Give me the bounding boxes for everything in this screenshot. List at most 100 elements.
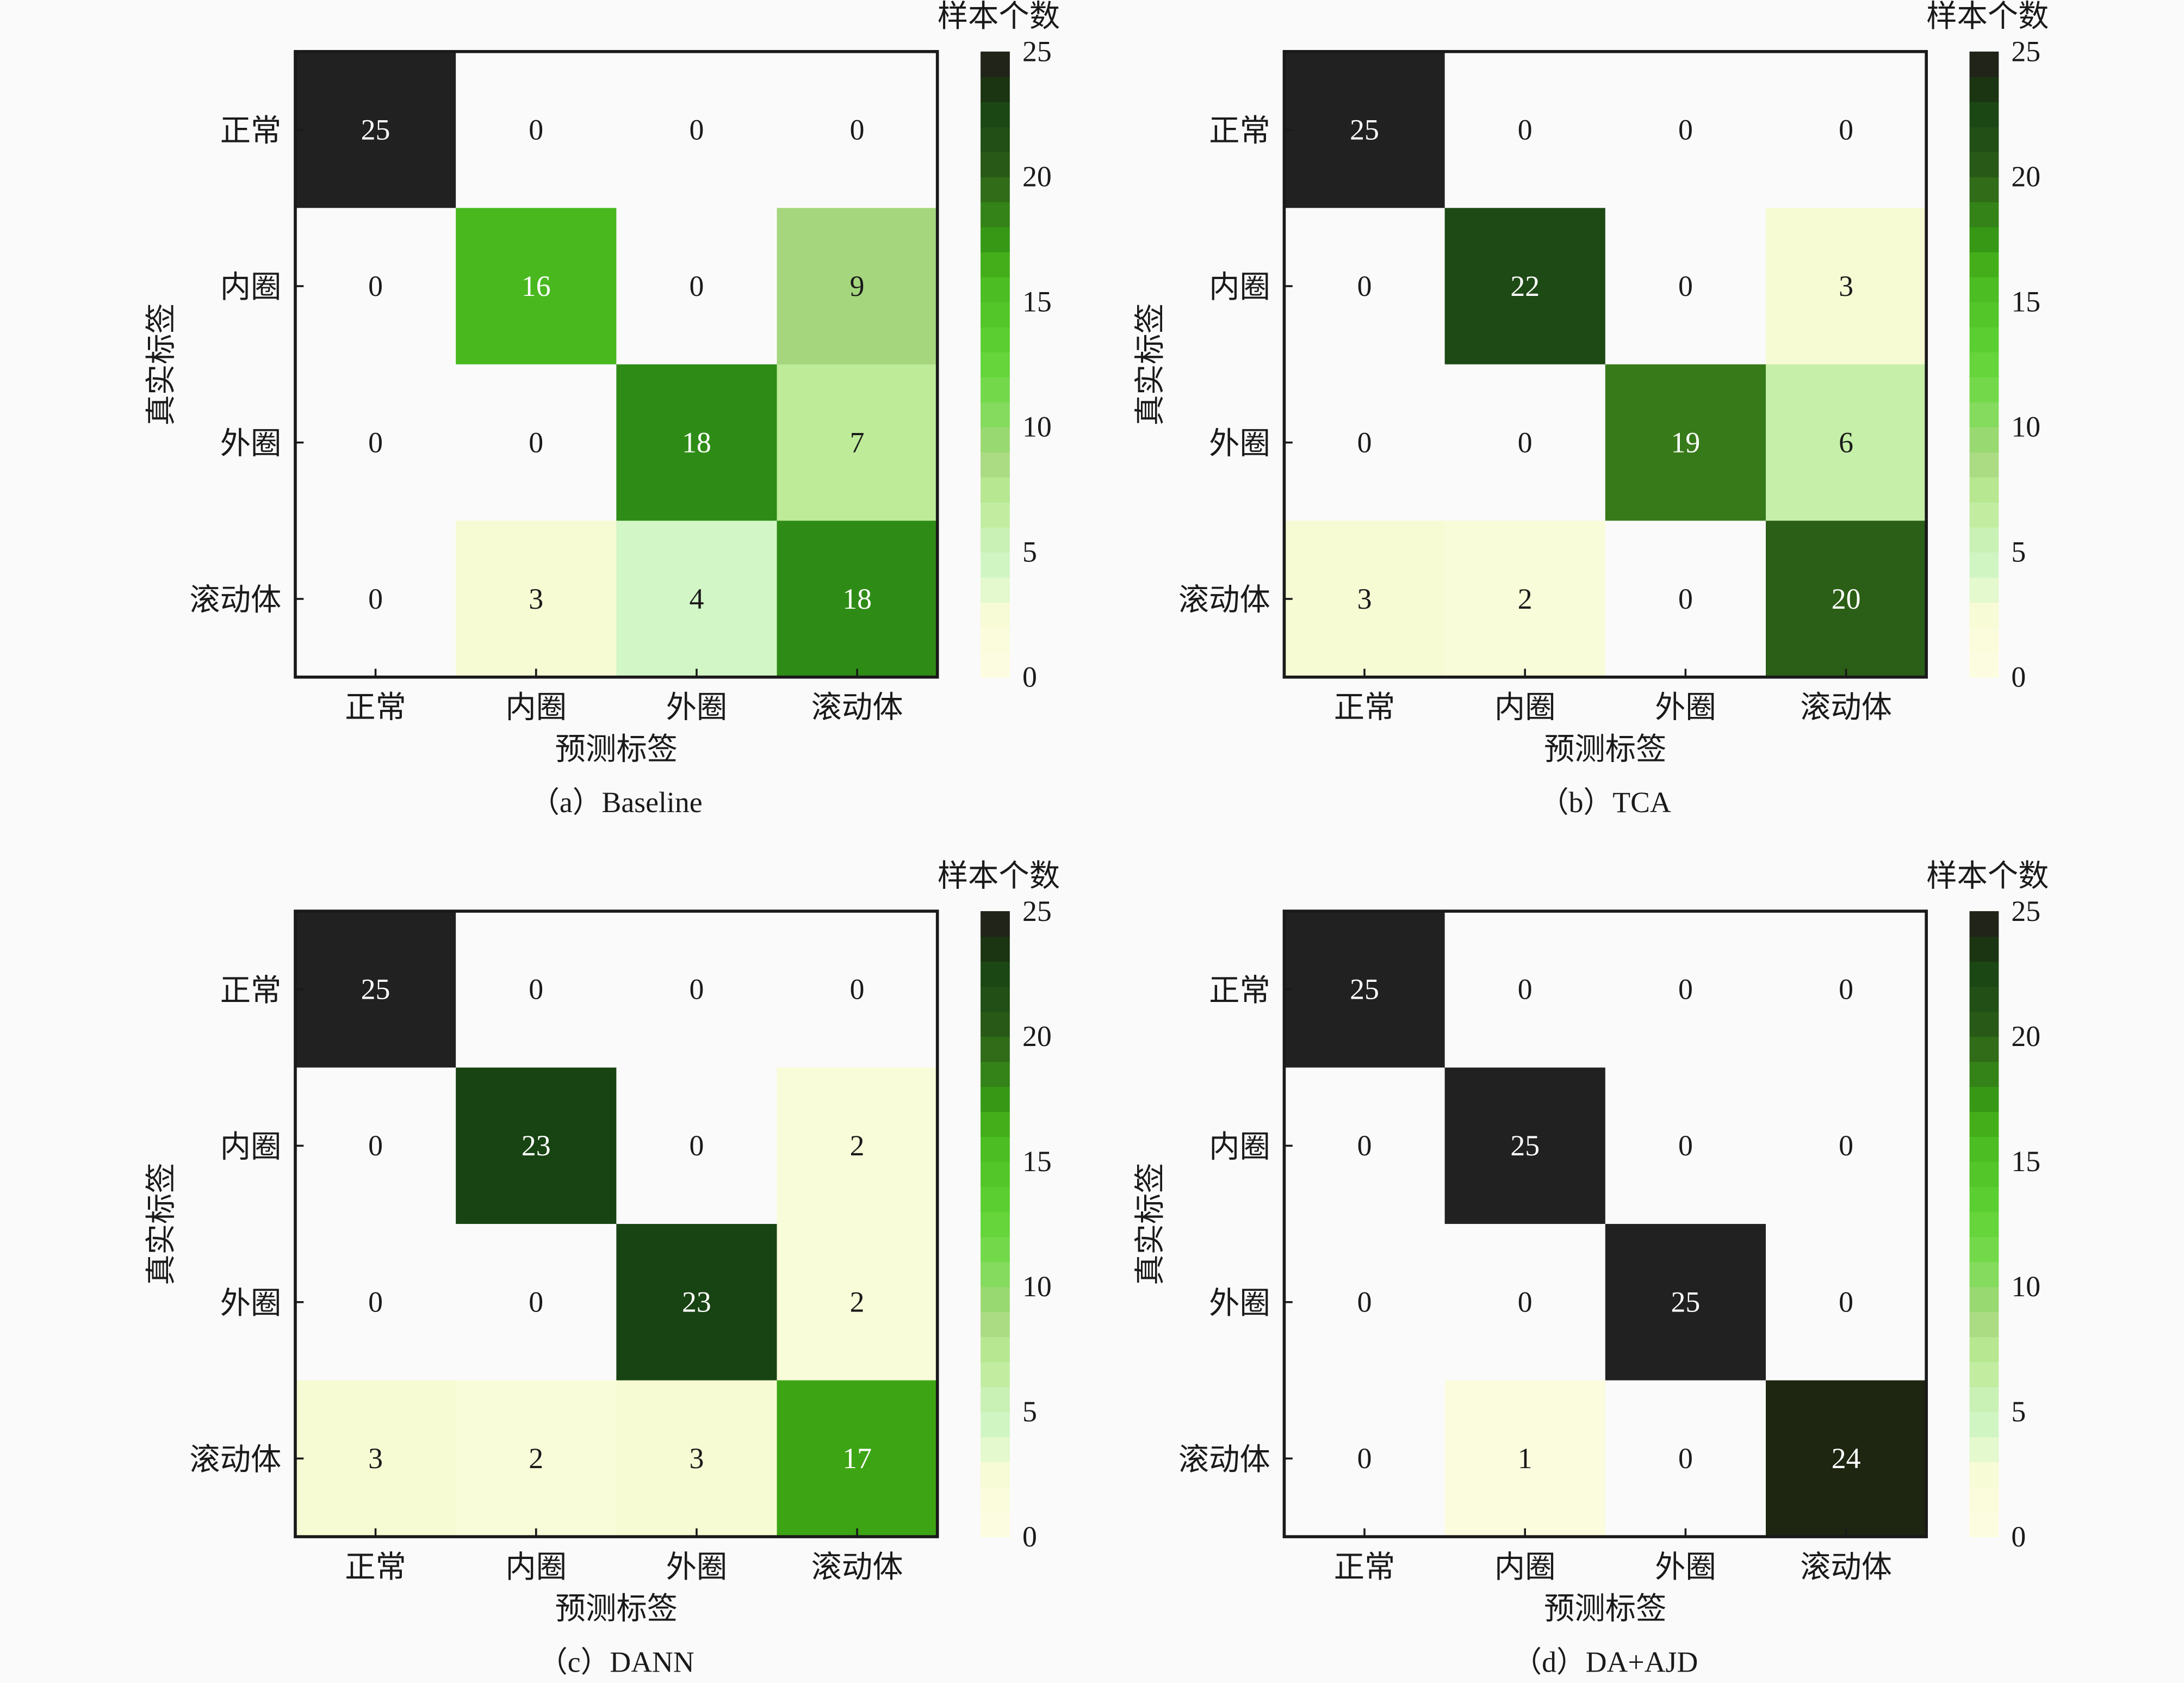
cell-value: 0	[1678, 1129, 1693, 1162]
colorbar-band	[981, 326, 1010, 352]
cell-value: 16	[522, 270, 551, 302]
cell-value: 25	[1350, 973, 1379, 1006]
panel-caption: （a）Baseline	[530, 786, 703, 819]
cell-value: 17	[842, 1442, 872, 1475]
colorbar-tick-label: 25	[1022, 895, 1052, 927]
colorbar-tick-label: 10	[1022, 411, 1052, 443]
colorbar-band	[981, 552, 1010, 578]
x-tick-label: 正常	[1334, 691, 1395, 725]
heatmap-cell	[1605, 1224, 1767, 1381]
cell-value: 0	[689, 270, 704, 302]
y-tick-label: 滚动体	[189, 584, 281, 617]
colorbar-band	[981, 376, 1010, 403]
heatmap-cell	[1444, 1067, 1606, 1225]
colorbar-band	[1969, 426, 1999, 453]
y-tick-label: 正常	[220, 974, 282, 1007]
y-axis-label: 真实标签	[145, 303, 178, 425]
cell-value: 20	[1832, 583, 1861, 615]
heatmap-cell	[456, 51, 617, 209]
heatmap-cell	[777, 1067, 938, 1225]
x-tick-label: 滚动体	[811, 1550, 903, 1584]
cell-value: 3	[1357, 583, 1372, 615]
colorbar-band	[1969, 1311, 1999, 1338]
colorbar-band	[1969, 51, 1999, 77]
heatmap-cell	[295, 521, 457, 678]
cell-value: 0	[1839, 1286, 1853, 1319]
y-tick-label: 正常	[220, 114, 282, 148]
colorbar-band	[981, 1412, 1010, 1438]
heatmap-cell	[1605, 911, 1767, 1068]
cell-value: 19	[1671, 426, 1701, 459]
cell-value: 2	[1518, 583, 1532, 615]
colorbar-band	[1969, 226, 1999, 252]
colorbar-tick-label: 0	[1022, 1520, 1037, 1553]
heatmap-cell	[1765, 521, 1927, 678]
x-axis-label: 预测标签	[555, 733, 678, 766]
cell-value: 25	[361, 113, 390, 146]
y-tick-label: 内圈	[1209, 1130, 1270, 1164]
heatmap-cell	[777, 208, 938, 365]
colorbar-band	[1969, 936, 1999, 962]
cell-value: 0	[368, 583, 383, 615]
heatmap-cell	[1284, 521, 1445, 678]
x-axis-label: 预测标签	[555, 1592, 678, 1626]
colorbar-band	[981, 1211, 1010, 1238]
colorbar-band	[981, 351, 1010, 378]
cell-value: 22	[1510, 270, 1540, 302]
colorbar-band	[1969, 577, 1999, 603]
colorbar-tick-label: 5	[1022, 536, 1037, 568]
colorbar-tick-label: 20	[1022, 160, 1052, 193]
colorbar-tick-label: 5	[2011, 536, 2026, 568]
colorbar-band	[981, 1161, 1010, 1187]
colorbar-tick-label: 0	[1022, 661, 1037, 694]
cell-value: 0	[1518, 973, 1532, 1006]
x-tick-label: 滚动体	[811, 691, 903, 725]
colorbar-band	[981, 101, 1010, 127]
cell-value: 25	[361, 973, 390, 1006]
heatmap-cell	[295, 1380, 457, 1538]
x-tick-label: 滚动体	[1800, 1550, 1892, 1584]
cell-value: 0	[529, 426, 543, 459]
cell-value: 0	[1839, 113, 1853, 146]
heatmap-cell	[295, 911, 457, 1068]
heatmap-cell	[616, 208, 778, 365]
cell-value: 0	[1357, 270, 1372, 302]
colorbar-band	[1969, 276, 1999, 302]
heatmap-cell	[456, 911, 617, 1068]
colorbar-band	[981, 176, 1010, 202]
y-tick-label: 外圈	[1209, 427, 1270, 461]
colorbar-label: 样本个数	[938, 0, 1060, 34]
colorbar-tick-label: 15	[2011, 286, 2040, 318]
y-tick-label: 滚动体	[189, 1443, 281, 1477]
cell-value: 2	[850, 1129, 865, 1162]
y-tick-label: 滚动体	[1178, 1443, 1270, 1477]
colorbar-band	[981, 1036, 1010, 1062]
cell-value: 0	[529, 113, 543, 146]
cell-value: 0	[1678, 973, 1693, 1006]
colorbar-band	[981, 1336, 1010, 1363]
x-tick-label: 正常	[345, 1550, 406, 1584]
colorbar-band	[981, 251, 1010, 277]
heatmap-cell	[1444, 364, 1606, 522]
cell-value: 0	[1518, 113, 1532, 146]
heatmap-cell	[1444, 1380, 1606, 1538]
colorbar-band	[1969, 1362, 1999, 1388]
colorbar-band	[1969, 627, 1999, 653]
colorbar-band	[981, 911, 1010, 937]
colorbar-band	[1969, 1186, 1999, 1212]
heatmap-cell	[456, 1224, 617, 1381]
cell-value: 0	[368, 426, 383, 459]
cell-value: 4	[689, 583, 704, 615]
colorbar-band	[1969, 126, 1999, 152]
heatmap-cell	[1765, 1224, 1927, 1381]
colorbar-band	[981, 426, 1010, 453]
cell-value: 3	[689, 1442, 704, 1475]
heatmap-cell	[295, 364, 457, 522]
cell-value: 24	[1832, 1442, 1861, 1475]
colorbar-band	[981, 627, 1010, 653]
